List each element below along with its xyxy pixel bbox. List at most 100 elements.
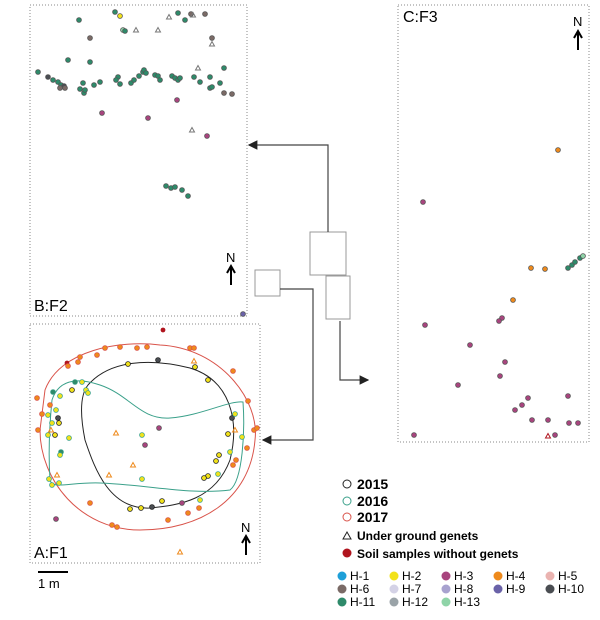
sample-point	[510, 297, 516, 303]
sample-point	[254, 425, 260, 431]
arrow-to-f3	[339, 321, 370, 385]
sample-point	[157, 77, 163, 83]
sample-point	[572, 259, 578, 265]
sample-point	[45, 412, 51, 418]
sample-point	[174, 97, 180, 103]
sample-point	[139, 432, 145, 438]
haplotype-label: H-4	[506, 569, 526, 583]
sample-point	[155, 357, 161, 363]
haplotype-swatch	[337, 584, 347, 594]
haplotype-label: H-6	[350, 582, 370, 596]
sample-point	[69, 387, 75, 393]
sample-point	[99, 110, 105, 116]
sample-point	[122, 28, 128, 34]
underground-genet-marker	[190, 357, 198, 364]
contour-2015	[81, 361, 235, 509]
sample-point	[35, 69, 41, 75]
sample-point	[204, 133, 210, 139]
sample-point	[420, 199, 426, 205]
panel-b-label: B:F2	[34, 298, 68, 315]
sample-point	[575, 420, 581, 426]
underground-genet-marker	[188, 126, 196, 133]
haplotype-swatch	[337, 571, 347, 581]
sample-point	[145, 115, 151, 121]
sample-point	[127, 506, 133, 512]
sample-point	[566, 420, 572, 426]
sample-point	[411, 432, 417, 438]
sample-point	[53, 407, 59, 413]
sample-point	[34, 395, 40, 401]
underground-genet-marker	[154, 26, 162, 33]
sample-point	[49, 482, 55, 488]
sample-point	[197, 79, 203, 85]
sample-point	[114, 524, 120, 530]
sample-point	[87, 59, 93, 65]
underground-genet-marker	[129, 461, 137, 468]
sample-point	[230, 462, 236, 468]
sample-point	[545, 417, 551, 423]
sample-point	[245, 398, 251, 404]
sample-point	[113, 77, 119, 83]
north-arrow-b: N	[226, 250, 236, 285]
sample-point	[85, 390, 91, 396]
sample-point	[502, 359, 508, 365]
sample-point	[233, 457, 239, 463]
sample-point	[66, 435, 72, 441]
sample-point	[239, 434, 245, 440]
sample-point	[109, 522, 115, 528]
underground-genet-marker	[132, 26, 140, 33]
sample-point	[213, 458, 219, 464]
sample-point	[144, 344, 150, 350]
underground-genet-marker	[208, 40, 216, 47]
north-arrow-icon	[573, 28, 583, 50]
sample-point	[76, 17, 82, 23]
sample-point	[94, 352, 100, 358]
haplotype-label: H-1	[350, 569, 370, 583]
haplotype-swatch	[389, 571, 399, 581]
sample-point	[75, 359, 81, 365]
sample-point	[50, 77, 56, 83]
sample-point	[182, 17, 188, 23]
sample-point	[209, 84, 215, 90]
north-arrow-icon	[241, 533, 251, 555]
sample-point	[179, 187, 185, 193]
sample-point	[49, 420, 55, 426]
north-arrow-c: N	[573, 14, 583, 50]
sample-point	[65, 363, 71, 369]
sample-point	[202, 11, 208, 17]
north-label: N	[573, 14, 582, 29]
haplotype-label: H-13	[454, 595, 480, 609]
underground-genet-marker	[112, 429, 120, 436]
haplotype-label: H-3	[454, 569, 474, 583]
sample-point	[175, 10, 181, 16]
sample-point	[79, 379, 85, 385]
sample-point	[221, 65, 227, 71]
sample-point	[138, 505, 144, 511]
legend-2015: 2015	[357, 476, 388, 492]
haplotype-swatch	[545, 584, 555, 594]
sample-point	[56, 420, 62, 426]
thumbnail-f2	[309, 231, 347, 276]
legend: 2015 2016 2017 Under ground genets Soil …	[337, 476, 584, 609]
sample-point	[77, 354, 83, 360]
sample-point	[142, 442, 148, 448]
haplotype-swatch	[389, 584, 399, 594]
contour-2016	[48, 380, 245, 492]
sample-point	[87, 35, 93, 41]
sample-point	[57, 393, 63, 399]
sample-point	[191, 74, 197, 80]
underground-genet-marker	[165, 13, 173, 20]
sample-point	[55, 415, 61, 421]
haplotype-label: H-10	[558, 582, 584, 596]
sample-point	[497, 373, 503, 379]
sample-point	[525, 395, 531, 401]
haplotype-swatch	[493, 571, 503, 581]
sample-point	[496, 318, 502, 324]
haplotype-label: H-11	[350, 595, 375, 609]
sample-point	[177, 75, 183, 81]
sample-point	[232, 411, 238, 417]
sample-point	[565, 265, 571, 271]
sample-point	[209, 35, 215, 41]
sample-point	[45, 74, 51, 80]
